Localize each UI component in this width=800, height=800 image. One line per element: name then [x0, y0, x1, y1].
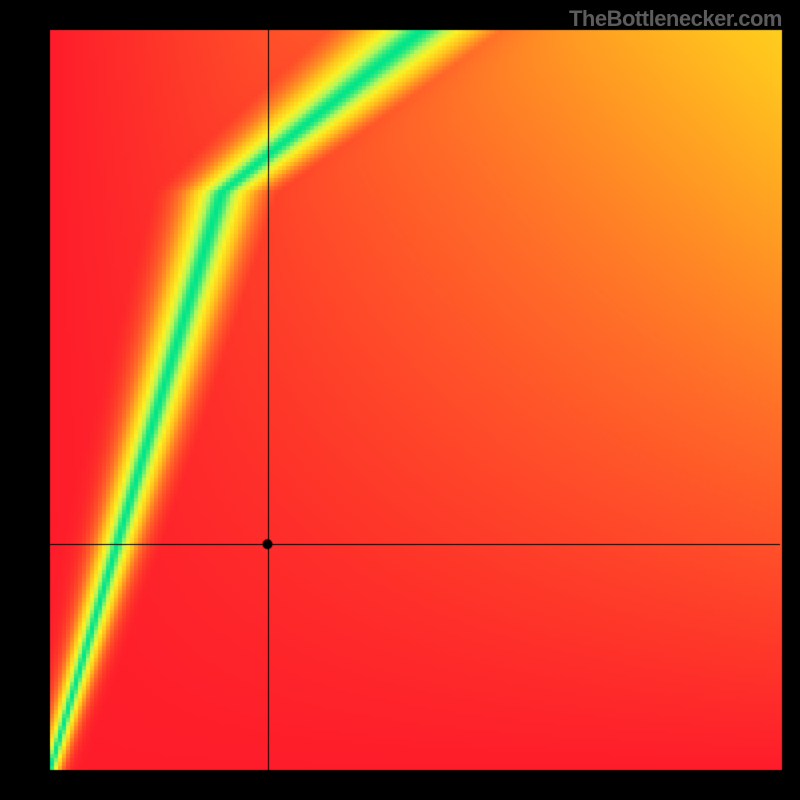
watermark-label: TheBottlenecker.com [569, 6, 782, 32]
chart-container: TheBottlenecker.com [0, 0, 800, 800]
heatmap-canvas [0, 0, 800, 800]
